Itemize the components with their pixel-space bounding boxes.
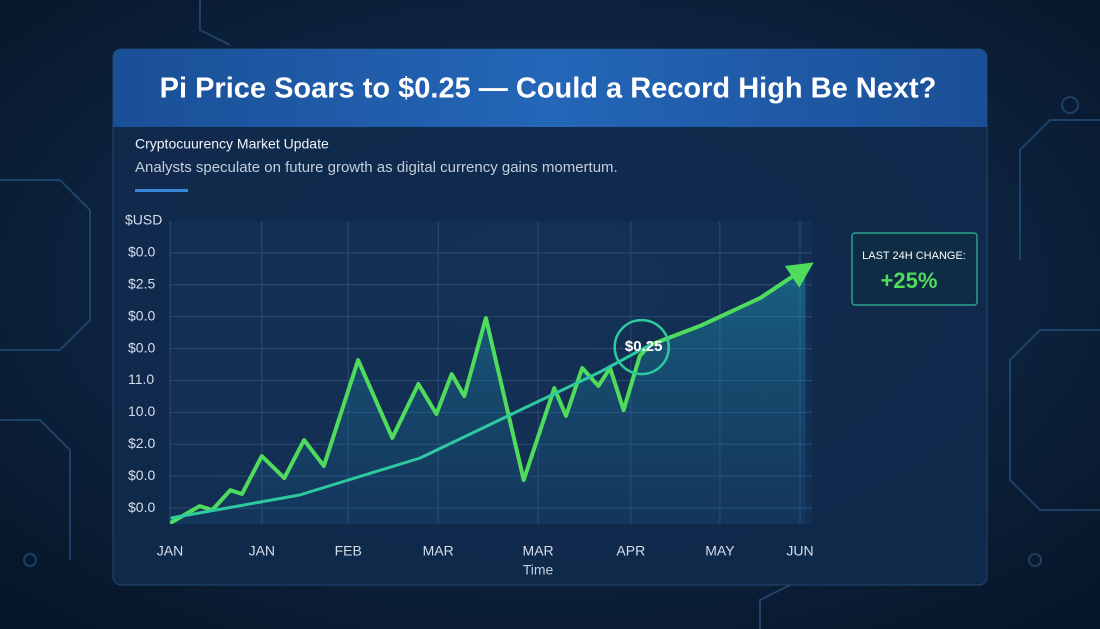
subtitle: Cryptocuurency Market Update — [135, 136, 329, 152]
x-tick-label: APR — [616, 543, 645, 559]
y-tick-label: $0.0 — [128, 467, 155, 483]
x-tick-label: FEB — [335, 543, 362, 559]
callout-label: LAST 24H CHANGE: — [862, 250, 966, 262]
description: Analysts speculate on future growth as d… — [135, 159, 618, 176]
line — [170, 343, 652, 520]
y-tick-label: $2.5 — [128, 275, 155, 291]
x-tick-label: MAR — [523, 543, 554, 559]
y-tick-label: $0.0 — [128, 339, 155, 355]
x-tick-label: JAN — [157, 543, 183, 559]
y-tick-label: $0.0 — [128, 499, 155, 515]
annotation: $0.25 — [625, 338, 663, 355]
y-tick-label: 10.0 — [128, 403, 155, 419]
callout-value: +25% — [881, 268, 938, 293]
callout-box — [851, 232, 978, 306]
y-tick-label: 11.0 — [128, 371, 154, 387]
accent-underline — [135, 189, 188, 192]
y-tick-label: $0.0 — [128, 244, 155, 260]
x-tick-label: MAY — [705, 543, 735, 559]
y-tick-label: $0.0 — [128, 307, 155, 323]
y-axis-label: $USD — [125, 212, 162, 228]
line — [169, 265, 808, 525]
chart-title: Pi Price Soars to $0.25 — Could a Record… — [160, 73, 937, 105]
x-tick-label: MAR — [423, 543, 454, 559]
annotation-circle — [613, 318, 670, 376]
card-header — [113, 49, 987, 127]
x-tick-label: JUN — [786, 543, 813, 559]
y-tick-label: $2.0 — [128, 435, 155, 451]
x-axis-label: Time — [523, 562, 554, 578]
arrowhead — [784, 262, 814, 288]
area — [171, 267, 806, 524]
x-tick-label: JAN — [249, 543, 275, 559]
